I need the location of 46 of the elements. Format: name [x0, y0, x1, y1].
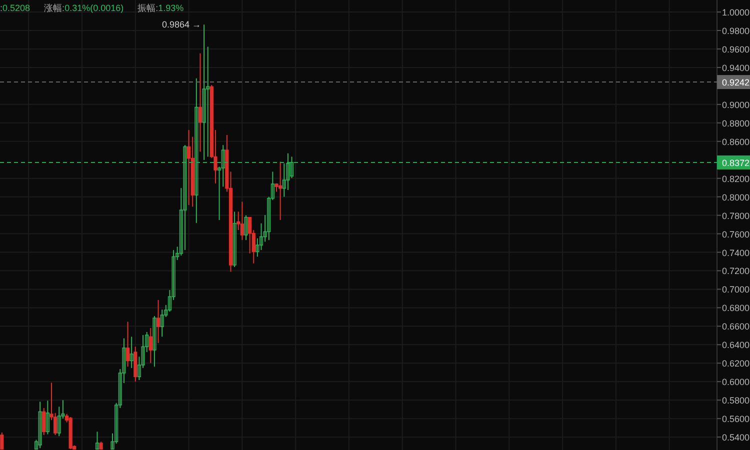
candlestick [46, 400, 50, 435]
candlestick [160, 309, 164, 338]
annotation: 0.9864 → [162, 20, 202, 30]
candlestick [244, 214, 248, 241]
y-tick-label: 0.6600 [722, 322, 750, 332]
candlestick [156, 300, 160, 344]
y-tick-label: 0.7000 [722, 284, 750, 295]
y-tick-label: 0.6400 [722, 340, 750, 350]
y-tick-label: 0.9000 [722, 100, 750, 110]
candlestick [38, 401, 42, 449]
candlestick [130, 336, 134, 369]
y-tick-label: 0.9800 [722, 26, 750, 36]
y-tick-label: 0.8800 [722, 118, 750, 128]
y-tick-label: 0.8000 [722, 192, 750, 202]
candlestick [148, 328, 152, 364]
ref-line-label: 0.9242 [722, 78, 750, 88]
y-tick-label: 0.5800 [722, 396, 750, 406]
annotation: :0.5208 [0, 3, 30, 13]
candlestick [198, 52, 202, 152]
ref-line-label: 0.8372 [722, 158, 750, 168]
candlestick [240, 201, 244, 241]
candlestick [202, 24, 206, 161]
candlestick [232, 211, 236, 268]
y-tick-label: 0.9400 [722, 62, 750, 73]
candlestick [0, 432, 4, 450]
candlestick [95, 431, 100, 450]
candlestick [278, 161, 282, 221]
y-tick-label: 0.8600 [722, 136, 750, 147]
y-tick-label: 0.6800 [722, 303, 750, 314]
y-tick-label: 0.6000 [722, 377, 750, 388]
y-tick-label: 0.7800 [722, 210, 750, 221]
candlestick [152, 316, 156, 368]
y-tick-label: 0.5600 [722, 414, 750, 424]
annotation: 涨幅:0.31%(0.0016) [44, 3, 124, 13]
y-tick-label: 0.9600 [722, 44, 750, 54]
candlestick [186, 130, 191, 206]
y-tick-label: 0.7200 [722, 266, 750, 276]
y-tick-label: 0.8200 [722, 174, 750, 184]
annotation: 振幅:1.93% [138, 3, 184, 13]
candlestick [42, 408, 46, 436]
y-tick-label: 0.5400 [722, 432, 750, 443]
candlestick [126, 321, 130, 368]
y-tick-label: 1.0000 [722, 8, 750, 18]
y-tick-label: 0.7600 [722, 229, 750, 240]
y-tick-label: 0.6200 [722, 358, 750, 369]
y-tick-label: 0.7400 [722, 248, 750, 258]
